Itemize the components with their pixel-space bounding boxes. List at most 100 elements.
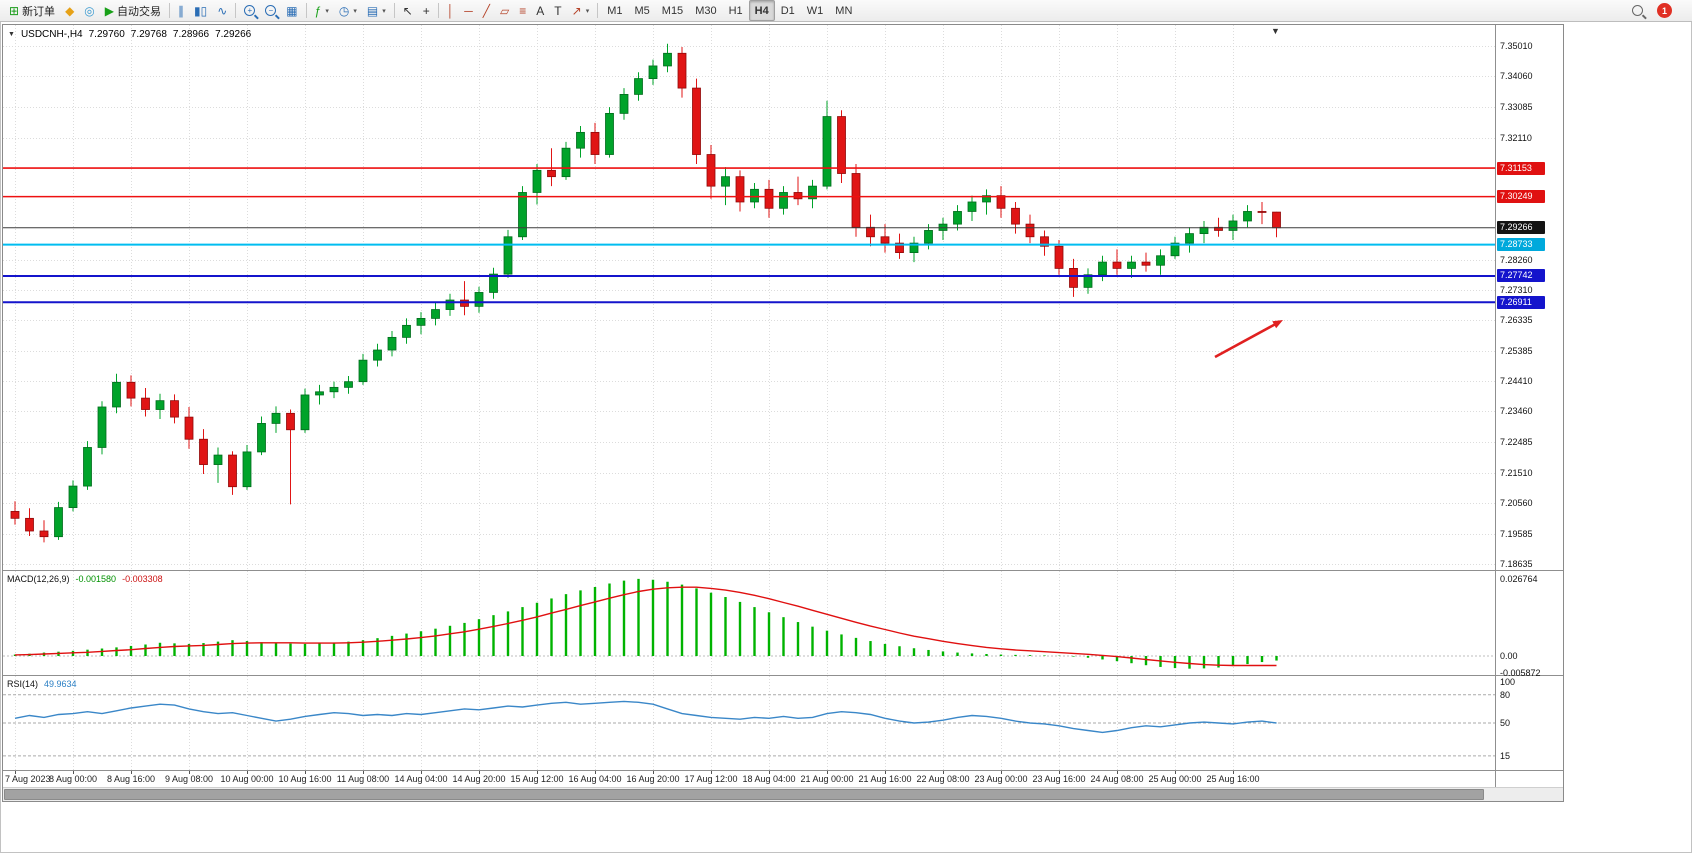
arrows-tool-button[interactable]: ↗ ▾ [567,0,595,21]
bar-chart-icon: ∥ [178,3,185,18]
candle-body [779,192,788,209]
notifications-badge[interactable]: 1 [1657,3,1672,18]
arrow-annotation[interactable] [1214,320,1283,359]
vertical-line-icon: │ [446,3,455,18]
tile-windows-button[interactable]: ▦ [281,0,302,21]
time-axis-tick [653,771,654,774]
zoom-out-button[interactable]: − [260,0,281,21]
price-badge-support: 7.28733 [1497,238,1545,252]
candlestick-chart-button[interactable]: ▮▯ [189,0,212,21]
time-axis-tick [1117,771,1118,774]
time-axis-divider [3,770,1563,771]
templates-menu-button[interactable]: ▤ ▾ [362,0,391,21]
cursor-tool-button[interactable]: ↖ [398,0,418,21]
candle-body [387,336,397,351]
time-axis-label: 21 Aug 00:00 [800,774,854,784]
pane-divider-macd[interactable] [3,570,1563,571]
text-tool-button[interactable]: A [531,0,549,21]
trendline-tool-button[interactable]: ╱ [478,0,495,21]
time-axis-label: 21 Aug 16:00 [858,774,912,784]
autotrading-button[interactable]: ▶ 自动交易 [100,0,166,21]
fibonacci-tool-button[interactable]: ≡ [514,0,531,21]
periods-menu-button[interactable]: ◷ ▾ [334,0,362,21]
time-axis-label: 15 Aug 12:00 [510,774,564,784]
timeframe-d1-button[interactable]: D1 [780,4,795,17]
pane-divider-rsi[interactable] [3,675,1563,676]
candle-body [1011,207,1020,225]
candle-body [576,131,585,149]
timeframe-m1-button[interactable]: M1 [607,4,623,17]
time-axis-label: 23 Aug 16:00 [1032,774,1086,784]
macd-name: MACD(12,26,9) [7,574,70,584]
candle-body [83,447,92,487]
candle-body [126,381,136,399]
macd-axis-label: -0.005872 [1500,667,1541,678]
rsi-grid-layer [3,676,1495,770]
vertical-line-tool-button[interactable]: │ [442,0,460,21]
main-chart-canvas[interactable] [3,25,1495,570]
candle-body [967,201,977,212]
candle-body [68,485,78,508]
bar-chart-button[interactable]: ∥ [173,0,189,21]
main-toolbar: ⊞ 新订单 ◆ ◎ ▶ 自动交易 ∥ ▮▯ ∿ + − ▦ ƒ ▾ ◷ ▾ ▤ ▾ ↖ + │ ─ ╱ ▱ ≡ A T ↗ ▾ M1 M5 M… [0,0,1692,22]
candle-body [1156,255,1165,266]
indicators-menu-button[interactable]: ƒ ▾ [310,0,334,21]
rsi-line [14,700,1277,734]
macd-histogram-layer [13,578,1278,669]
time-axis-tick [15,771,16,774]
new-order-button[interactable]: ⊞ 新订单 [4,0,60,21]
crosshair-tool-button[interactable]: + [418,0,435,21]
price-axis-label: 7.34060 [1500,71,1533,82]
label-tool-button[interactable]: T [549,0,566,21]
chart-title: ▼ USDCNH-,H4 7.29760 7.29768 7.28966 7.2… [8,29,251,40]
chevron-down-icon: ▾ [382,7,386,15]
price-axis-label: 7.35010 [1500,41,1533,51]
scrollbar-thumb[interactable] [4,789,1484,800]
time-axis-label: 22 Aug 08:00 [916,774,970,784]
macd-indicator-label: MACD(12,26,9) -0.001580 -0.003308 [7,574,163,584]
timeframe-h1-button[interactable]: H1 [728,4,743,17]
line-chart-button[interactable]: ∿ [212,0,232,21]
price-axis-label: 7.21510 [1500,468,1533,479]
candle-body [561,147,571,178]
rsi-pane-canvas[interactable] [3,676,1495,770]
channel-tool-button[interactable]: ▱ [495,0,514,21]
candle-body [677,52,687,89]
rsi-axis-label: 50 [1500,718,1511,728]
search-icon[interactable] [1632,5,1643,16]
toolbar-right-group: 1 [1632,3,1688,18]
candle-body [692,87,701,155]
timeframe-m15-button[interactable]: M15 [661,4,684,17]
macd-pane-canvas[interactable] [3,571,1495,675]
candle-body [837,116,846,174]
chart-menu-icon[interactable]: ▼ [8,31,15,38]
candle-body [213,454,223,465]
price-axis-label: 7.19585 [1500,528,1533,539]
zoom-in-icon: + [244,5,256,16]
chart-shift-marker-icon[interactable]: ▼ [1271,26,1280,36]
timeframe-h4-button[interactable]: H4 [748,0,775,21]
time-axis-tick [943,771,944,774]
chart-h-scrollbar[interactable] [3,787,1563,801]
candle-body [953,211,962,225]
timeframe-w1-button[interactable]: W1 [806,4,824,17]
autotrading-play-icon: ▶ [104,3,115,18]
candle-body [402,324,411,338]
timeframe-mn-button[interactable]: MN [835,4,853,17]
horizontal-line-tool-button[interactable]: ─ [459,0,478,21]
time-axis-tick [131,771,132,774]
timeframe-m30-button[interactable]: M30 [695,4,717,17]
metaeditor-button[interactable]: ◆ [60,0,79,21]
candle-body [822,116,832,187]
candle-body [1272,211,1281,229]
toolbar-items: ⊞ 新订单 ◆ ◎ ▶ 自动交易 ∥ ▮▯ ∿ + − ▦ ƒ ▾ ◷ ▾ ▤ ▾ ↖ + │ ─ ╱ ▱ ≡ A T ↗ ▾ M1 M5 M… [4,0,858,21]
equidistant-channel-icon: ▱ [500,3,510,18]
candle-body [358,359,368,383]
level-lines-layer[interactable] [3,167,1495,304]
zoom-in-button[interactable]: + [239,0,260,21]
price-badge-resistance: 7.31153 [1497,161,1545,175]
timeframe-m5-button[interactable]: M5 [634,4,650,17]
candle-body [851,173,861,228]
trendline-icon: ╱ [482,3,491,18]
market-button[interactable]: ◎ [79,0,99,21]
